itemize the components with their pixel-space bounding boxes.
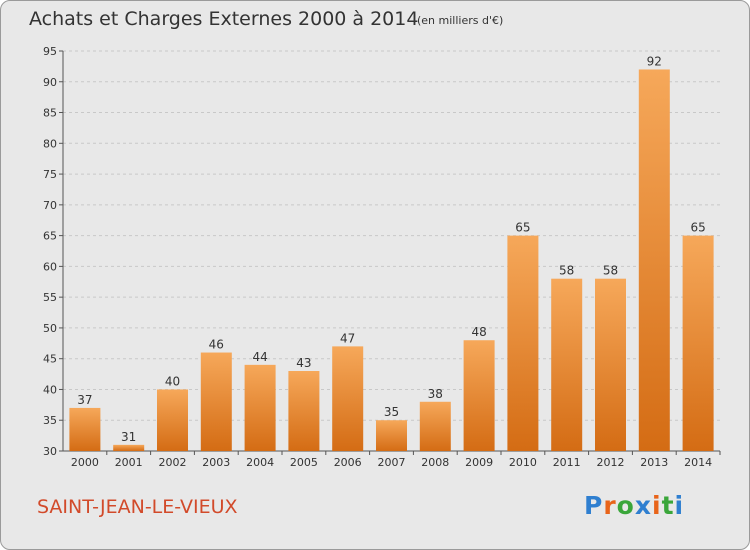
bar-2010 (507, 235, 539, 451)
logo-letter: i (674, 491, 685, 520)
data-label-2007: 35 (384, 405, 399, 419)
data-label-2009: 48 (471, 325, 486, 339)
city-name: SAINT-JEAN-LE-VIEUX (37, 496, 238, 518)
data-label-2008: 38 (428, 387, 443, 401)
data-label-2012: 58 (603, 264, 618, 278)
x-tick-label: 2004 (246, 456, 274, 469)
data-label-2002: 40 (165, 374, 180, 388)
x-tick-label: 2012 (597, 456, 625, 469)
bars (69, 69, 714, 451)
x-tick-label: 2000 (71, 456, 99, 469)
x-tick-label: 2014 (684, 456, 712, 469)
x-tick-label: 2007 (378, 456, 406, 469)
bar-2007 (376, 420, 407, 451)
bar-2011 (551, 278, 583, 451)
data-label-2003: 46 (209, 338, 224, 352)
x-tick-label: 2002 (159, 456, 187, 469)
data-label-2014: 65 (690, 221, 705, 235)
logo-letter: o (616, 491, 635, 520)
x-tick-label: 2006 (334, 456, 362, 469)
bar-2000 (69, 407, 101, 451)
data-label-2004: 44 (252, 350, 267, 364)
data-label-2001: 31 (121, 430, 136, 444)
x-tick-label: 2003 (202, 456, 230, 469)
y-tick-label: 40 (43, 383, 57, 396)
x-tick-label: 2010 (509, 456, 537, 469)
logo-letter: i (652, 491, 662, 520)
x-tick-label: 2008 (421, 456, 449, 469)
y-tick-label: 85 (43, 107, 57, 120)
y-tick-label: 50 (43, 322, 57, 335)
y-tick-label: 70 (43, 199, 57, 212)
data-label-2010: 65 (515, 221, 530, 235)
y-tick-label: 60 (43, 260, 57, 273)
bar-2003 (200, 352, 232, 451)
bar-2002 (157, 389, 188, 451)
y-tick-label: 75 (43, 168, 57, 181)
x-tick-label: 2005 (290, 456, 318, 469)
bar-2001 (113, 444, 145, 451)
y-tick-label: 90 (43, 76, 57, 89)
bar-2014 (682, 235, 714, 451)
chart-title: Achats et Charges Externes 2000 à 2014 (29, 8, 419, 30)
logo-letter: r (603, 491, 617, 520)
bar-2008 (419, 401, 451, 451)
bar-2013 (638, 69, 670, 451)
axes: 30 35 40 45 50 55 60 65 70 75 80 85 90 95 2000 2001 2002… (43, 45, 721, 469)
y-tick-label: 95 (43, 45, 57, 58)
data-label-2011: 58 (559, 264, 574, 278)
bar-2006 (332, 346, 364, 451)
data-label-2013: 92 (647, 54, 662, 68)
proxiti-logo: Proxiti (584, 491, 684, 520)
chart-subtitle: (en milliers d'€) (417, 14, 504, 27)
y-tick-label: 80 (43, 137, 57, 150)
logo-letter: P (584, 491, 604, 520)
x-tick-label: 2011 (553, 456, 581, 469)
x-tick-label: 2001 (115, 456, 143, 469)
bar-2009 (463, 340, 495, 451)
bar-2012 (595, 278, 626, 451)
data-label-2006: 47 (340, 331, 355, 345)
y-tick-label: 30 (43, 445, 57, 458)
data-label-2005: 43 (296, 356, 311, 370)
y-tick-label: 55 (43, 291, 57, 304)
logo-letter: t (661, 491, 675, 520)
logo-letter: x (634, 491, 652, 520)
data-label-2000: 37 (77, 393, 92, 407)
y-tick-label: 45 (43, 353, 57, 366)
bar-2004 (244, 364, 276, 451)
y-tick-label: 65 (43, 230, 57, 243)
data-labels: 37 31 40 46 44 43 47 35 38 48 65 58 58 92 65 (77, 54, 705, 443)
x-tick-label: 2013 (640, 456, 668, 469)
y-tick-label: 35 (43, 414, 57, 427)
bar-2005 (288, 371, 320, 451)
x-tick-label: 2009 (465, 456, 493, 469)
